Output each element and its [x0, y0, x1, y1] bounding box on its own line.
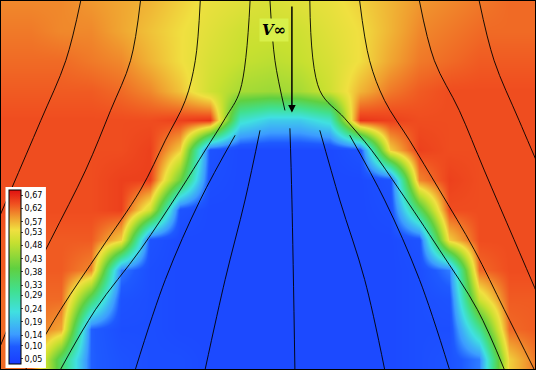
svg-text:0,53: 0,53 — [25, 228, 43, 237]
svg-text:0,29: 0,29 — [25, 291, 43, 300]
svg-text:0,62: 0,62 — [25, 204, 43, 213]
svg-text:0,33: 0,33 — [25, 281, 43, 290]
svg-text:0,57: 0,57 — [25, 218, 43, 227]
svg-text:0,48: 0,48 — [25, 241, 43, 250]
svg-text:V∞: V∞ — [262, 21, 286, 39]
svg-text:0,14: 0,14 — [25, 331, 43, 340]
svg-text:0,24: 0,24 — [25, 305, 43, 314]
svg-text:0,05: 0,05 — [25, 355, 43, 364]
svg-text:0,38: 0,38 — [25, 268, 43, 277]
svg-text:0,10: 0,10 — [25, 342, 43, 351]
svg-text:0,67: 0,67 — [25, 191, 43, 200]
svg-text:0,43: 0,43 — [25, 255, 43, 264]
svg-text:0,19: 0,19 — [25, 318, 43, 327]
